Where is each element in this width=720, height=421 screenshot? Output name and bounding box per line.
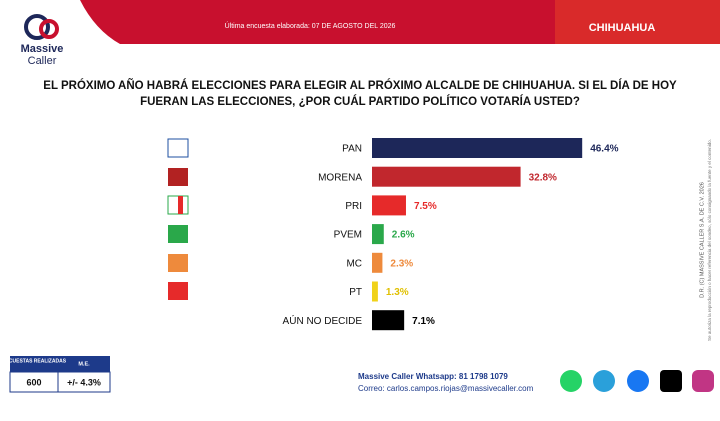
bar [372,310,405,331]
category-label: MORENA [318,172,362,183]
category-label: PT [349,287,362,298]
party-logos [167,138,189,300]
brand: Caller [28,55,57,67]
category-label: PAN [342,144,362,155]
instagram-icon[interactable] [692,370,714,392]
value-label: 7.1% [412,316,435,327]
sidebar: D.R. (C) MASSIVE CALLER S.A. DE C.V. 202… [699,139,712,341]
table-cell: +/- 4.3% [67,377,101,387]
value-label: 32.8% [529,172,557,183]
region-box [555,0,720,44]
region-name: CHIHUAHUA [589,22,656,34]
whatsapp-icon[interactable] [560,370,582,392]
social-icons [560,370,714,392]
table-cell: 600 [26,377,41,387]
x-icon[interactable] [660,370,682,392]
category-label: PRI [345,201,362,212]
table-header: M.E. [78,361,90,367]
bar [372,138,583,158]
category-label: MC [346,258,362,269]
bar [372,166,521,187]
survey-table: ENCUESTAS REALIZADAS M.E. 600 +/- 4.3% [2,356,111,393]
value-label: 2.3% [390,258,413,269]
value-label: 46.4% [590,144,618,155]
question: EL PRÓXIMO AÑO HABRÁ ELECCIONES PARA ELE… [43,79,677,92]
bar [372,281,378,302]
header-subtitle: Última encuesta elaborada: 07 DE AGOSTO … [225,21,396,30]
table-header: ENCUESTAS REALIZADAS [2,358,67,364]
brand: Massive [21,43,64,55]
value-label: 1.3% [386,287,409,298]
logo [24,14,59,40]
copyright: D.R. (C) MASSIVE CALLER S.A. DE C.V. 202… [699,182,705,298]
footer-whatsapp: Massive Caller Whatsapp: 81 1798 1079 [358,372,508,381]
footer-email: Correo: carlos.campos.riojas@massivecall… [358,384,534,393]
notice: Se autoriza la reproducción o hacer refe… [707,139,712,341]
facebook-icon[interactable] [627,370,649,392]
category-label: AÚN NO DECIDE [283,314,363,327]
value-label: 7.5% [414,201,437,212]
question-emphasis: ¿POR CUÁL PARTIDO POLÍTICO VOTARÍA USTED… [299,95,580,108]
question: FUERAN LAS ELECCIONES, ¿POR CUÁL PARTIDO… [140,95,580,108]
telegram-icon[interactable] [593,370,615,392]
question-part: FUERAN LAS ELECCIONES, [140,96,298,108]
category-label: PVEM [334,230,362,241]
bar [372,252,383,273]
bar [372,224,384,245]
bar [372,195,406,216]
value-label: 2.6% [392,230,415,241]
